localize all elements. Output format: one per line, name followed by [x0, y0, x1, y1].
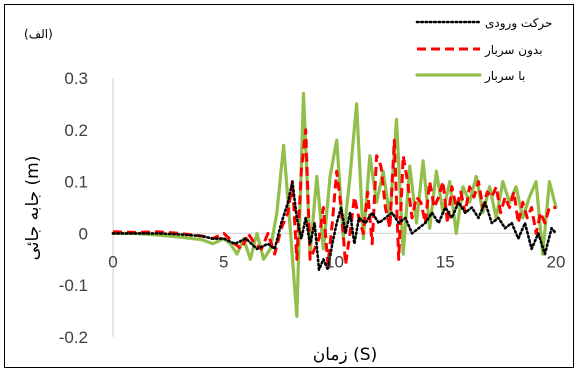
x-tick-label: 10	[325, 252, 344, 271]
series-line-1	[112, 128, 556, 266]
tick-labels: -0.2 -0.1 0 0.1 0.2 0.3 0 5 10 15 20	[59, 69, 566, 347]
legend-label: حرکت ورودی	[485, 16, 552, 31]
y-tick-label: 0.3	[64, 69, 88, 88]
y-tick-label: 0	[79, 224, 88, 243]
series-line-2	[111, 91, 558, 318]
legend: حرکت ورودی بدون سربار با سربار	[415, 16, 552, 84]
y-tick-label: 0.1	[64, 173, 88, 192]
legend-label: با سربار	[484, 69, 525, 84]
x-tick-label: 5	[219, 252, 228, 271]
y-axis-title: جابه جائی (m)	[23, 156, 43, 261]
x-tick-label: 0	[108, 252, 117, 271]
x-tick-label: 20	[547, 252, 566, 271]
plot-area	[111, 91, 558, 318]
x-tick-label: 15	[436, 252, 455, 271]
series-line-0	[111, 180, 558, 272]
panel-label: (الف)	[24, 27, 53, 41]
x-axis-title: زمان (S)	[313, 345, 377, 365]
y-tick-label: -0.1	[59, 276, 88, 295]
y-tick-label: -0.2	[59, 328, 88, 347]
legend-label: بدون سربار	[484, 43, 543, 58]
y-tick-label: 0.2	[64, 121, 88, 140]
